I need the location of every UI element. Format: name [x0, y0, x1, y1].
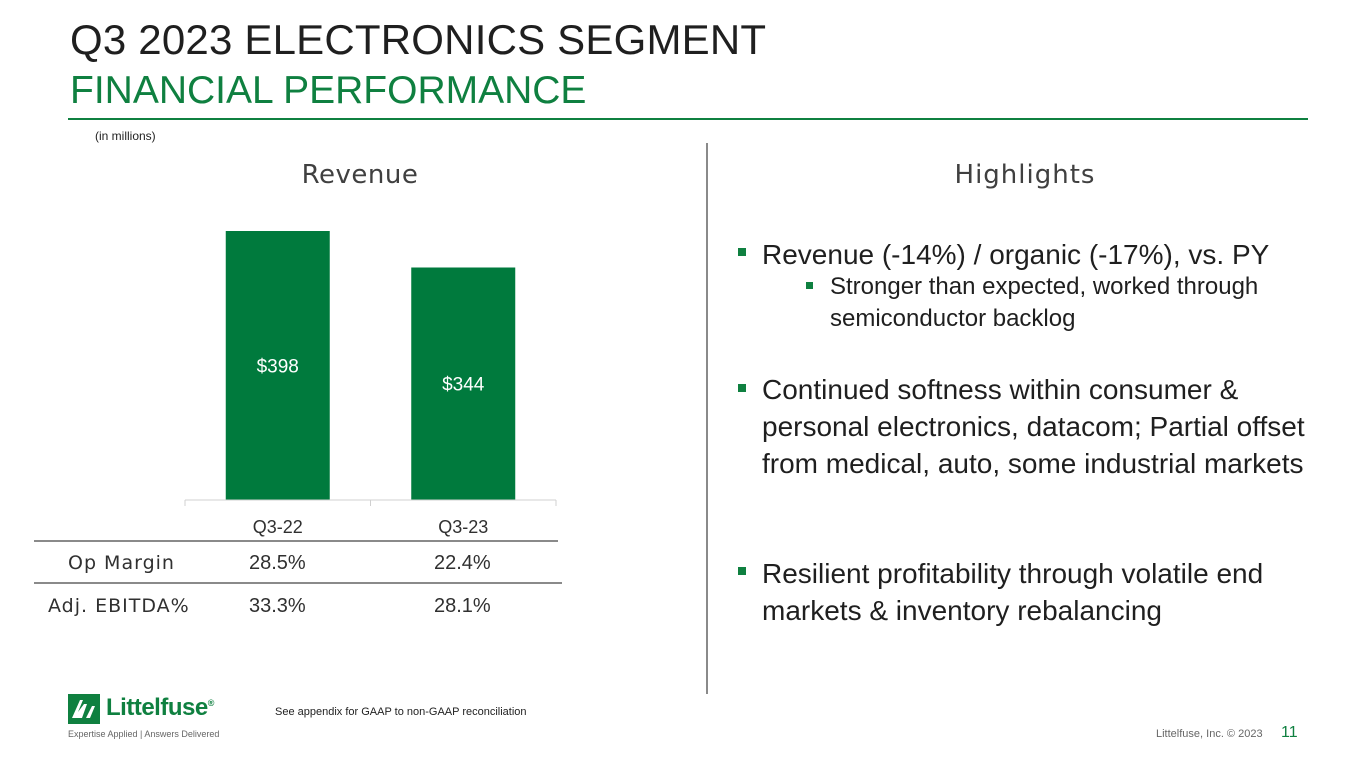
page-title: Q3 2023 ELECTRONICS SEGMENT [70, 16, 767, 63]
highlight-item: Continued softness within consumer & per… [762, 374, 1305, 479]
bullet-icon [738, 248, 746, 256]
data-label-q3-22: $398 [257, 357, 299, 378]
page-subtitle: FINANCIAL PERFORMANCE [70, 69, 587, 112]
bullet-icon [738, 384, 746, 392]
chart-title: Revenue [301, 160, 419, 190]
units-note: (in millions) [95, 129, 156, 143]
logo-tagline: Expertise Applied | Answers Delivered [68, 729, 220, 739]
x-tick-label-q3-22: Q3-22 [253, 517, 303, 537]
littelfuse-logo-icon [68, 694, 100, 724]
footnote: See appendix for GAAP to non-GAAP reconc… [275, 706, 527, 718]
table-rule-middle [34, 582, 562, 584]
bar-q3-22 [225, 231, 330, 500]
sub-bullet-icon [806, 282, 813, 289]
table-rule-top [34, 540, 558, 542]
x-tick-label-q3-23: Q3-23 [438, 517, 488, 537]
op-margin-q3-23: 22.4% [434, 552, 491, 574]
highlight-item: Resilient profitability through volatile… [762, 558, 1264, 626]
bar-q3-23 [411, 267, 516, 500]
page-number: 11 [1281, 724, 1298, 741]
op-margin-q3-22: 28.5% [249, 552, 306, 574]
adj-ebitda-q3-23: 28.1% [434, 595, 491, 617]
adj-ebitda-q3-22: 33.3% [249, 595, 306, 617]
title-divider [68, 118, 1308, 120]
highlight-item: Revenue (-14%) / organic (-17%), vs. PY [762, 239, 1270, 270]
littelfuse-logo: Littelfuse® Expertise Applied | Answers … [68, 694, 228, 744]
op-margin-label: Op Margin [68, 552, 175, 574]
copyright: Littelfuse, Inc. © 2023 [1156, 728, 1263, 740]
highlights-title: Highlights [954, 160, 1096, 190]
bullet-icon [738, 567, 746, 575]
vertical-divider [706, 143, 708, 694]
data-label-q3-23: $344 [442, 375, 485, 396]
logo-wordmark: Littelfuse® [106, 694, 214, 721]
highlight-sub-item: Stronger than expected, worked through s… [830, 273, 1259, 332]
adj-ebitda-label: Adj. EBITDA% [48, 595, 190, 617]
